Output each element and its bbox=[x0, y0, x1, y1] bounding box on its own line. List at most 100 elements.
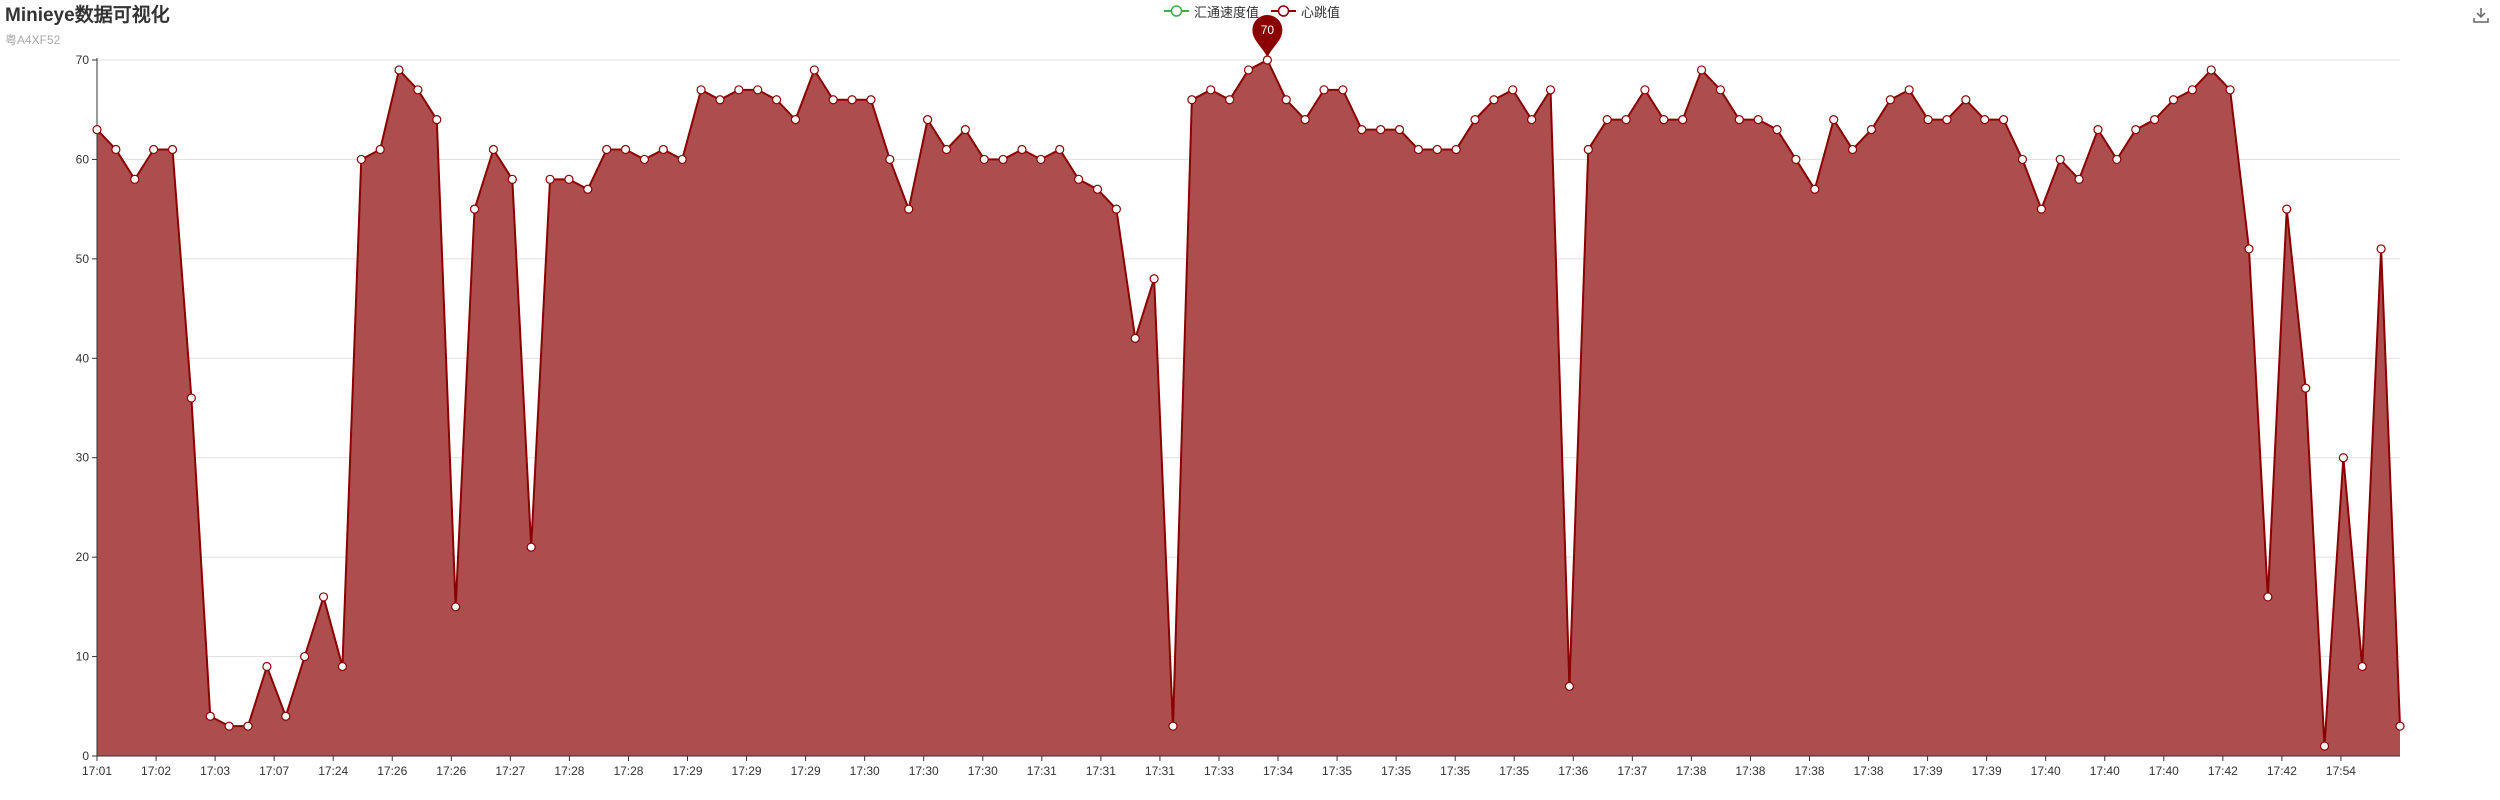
legend-item-speed[interactable]: 汇通速度值 bbox=[1164, 2, 1259, 21]
heart-data-point bbox=[262, 661, 272, 672]
x-tick-label: 17:29 bbox=[791, 764, 821, 778]
x-tick-label: 17:38 bbox=[1794, 764, 1824, 778]
y-tick-label: 20 bbox=[76, 550, 90, 564]
heart-data-point bbox=[1961, 95, 1971, 105]
x-tick-label: 17:07 bbox=[259, 764, 289, 778]
x-tick-label: 17:54 bbox=[2326, 764, 2356, 778]
heart-data-point bbox=[1243, 65, 1254, 75]
heart-data-point bbox=[1168, 721, 1178, 731]
x-tick-label: 17:28 bbox=[554, 764, 584, 778]
x-tick-label: 17:40 bbox=[2149, 764, 2179, 778]
x-tick-label: 17:31 bbox=[1145, 764, 1175, 778]
heart-data-point bbox=[2263, 592, 2273, 602]
heart-data-point bbox=[2244, 244, 2254, 254]
heart-data-point bbox=[2131, 125, 2141, 135]
heart-data-point bbox=[507, 174, 517, 184]
x-tick-label: 17:38 bbox=[1676, 764, 1706, 778]
heart-data-point bbox=[130, 174, 140, 184]
heart-data-point bbox=[2112, 154, 2122, 165]
heart-data-point bbox=[2301, 383, 2311, 393]
heart-data-point bbox=[1225, 95, 1235, 105]
heart-data-point bbox=[2036, 204, 2046, 214]
x-tick-label: 17:40 bbox=[2031, 764, 2061, 778]
heart-data-point bbox=[2338, 453, 2348, 463]
x-tick-label: 17:31 bbox=[1086, 764, 1116, 778]
heart-data-point bbox=[1187, 95, 1197, 105]
heart-data-point bbox=[1791, 154, 1801, 165]
x-tick-label: 17:36 bbox=[1558, 764, 1588, 778]
heart-data-point bbox=[1885, 95, 1895, 105]
heart-data-point bbox=[1810, 184, 1820, 194]
heart-data-point bbox=[904, 204, 914, 214]
heart-data-point bbox=[2149, 115, 2160, 125]
heart-data-point bbox=[583, 184, 593, 194]
heart-data-point bbox=[1696, 65, 1707, 75]
heart-data-point bbox=[2055, 154, 2065, 165]
heart-data-point bbox=[111, 144, 121, 155]
heart-data-point bbox=[1545, 85, 1556, 95]
heart-data-point bbox=[1998, 115, 2009, 125]
y-tick-label: 40 bbox=[76, 351, 90, 365]
heart-data-point bbox=[1451, 144, 1461, 155]
x-tick-label: 17:38 bbox=[1735, 764, 1765, 778]
heart-data-point bbox=[885, 154, 895, 165]
heart-data-point bbox=[1470, 115, 1480, 125]
x-tick-label: 17:39 bbox=[1972, 764, 2002, 778]
x-tick-label: 17:27 bbox=[495, 764, 525, 778]
heart-data-point bbox=[960, 125, 970, 135]
heart-data-point bbox=[243, 721, 253, 731]
heart-data-point bbox=[545, 174, 555, 184]
x-tick-label: 17:26 bbox=[436, 764, 466, 778]
legend-label-speed: 汇通速度值 bbox=[1194, 4, 1260, 20]
heart-data-point bbox=[2187, 85, 2197, 95]
heart-data-point bbox=[771, 95, 782, 105]
x-tick-label: 17:34 bbox=[1263, 764, 1293, 778]
y-tick-label: 60 bbox=[76, 152, 90, 166]
x-tick-label: 17:26 bbox=[377, 764, 407, 778]
heart-data-point bbox=[790, 115, 801, 125]
heart-data-point bbox=[1678, 115, 1688, 125]
heart-data-point bbox=[337, 661, 348, 672]
heart-data-point bbox=[1055, 144, 1065, 155]
heart-data-point bbox=[1262, 55, 1272, 65]
heart-data-point bbox=[149, 144, 159, 155]
x-tick-label: 17:30 bbox=[968, 764, 998, 778]
legend-item-heart[interactable]: 心跳值 bbox=[1271, 2, 1340, 21]
x-tick-label: 17:29 bbox=[732, 764, 762, 778]
heart-data-point bbox=[1659, 115, 1669, 125]
legend-line-circle-icon-heart bbox=[1271, 5, 1297, 17]
heart-data-point bbox=[1980, 115, 1990, 125]
heart-data-point bbox=[1489, 95, 1499, 105]
heart-data-point bbox=[1432, 144, 1442, 155]
chart-subtitle: 粤A4XF52 bbox=[5, 33, 61, 47]
x-tick-label: 17:42 bbox=[2208, 764, 2238, 778]
y-tick-label: 50 bbox=[76, 252, 90, 266]
heart-data-point bbox=[715, 95, 725, 105]
x-tick-label: 17:01 bbox=[82, 764, 112, 778]
heart-data-point bbox=[394, 65, 404, 75]
heart-data-point bbox=[1772, 125, 1782, 135]
heart-data-point bbox=[1715, 85, 1726, 95]
x-tick-label: 17:40 bbox=[2090, 764, 2120, 778]
heart-data-point bbox=[753, 85, 763, 95]
heart-data-point bbox=[1753, 115, 1763, 125]
legend: 汇通速度值 心跳值 bbox=[1164, 2, 1352, 20]
x-tick-label: 17:30 bbox=[850, 764, 880, 778]
heart-data-point bbox=[2093, 125, 2103, 135]
heart-data-point bbox=[620, 144, 631, 155]
x-tick-label: 17:03 bbox=[200, 764, 230, 778]
heart-data-point bbox=[734, 85, 744, 95]
heart-data-point bbox=[1394, 125, 1405, 135]
x-tick-label: 17:38 bbox=[1854, 764, 1884, 778]
heart-data-point bbox=[828, 95, 838, 105]
heart-area bbox=[97, 60, 2400, 756]
heart-data-point bbox=[1074, 174, 1084, 184]
x-tick-label: 17:35 bbox=[1381, 764, 1411, 778]
heart-data-point bbox=[2376, 244, 2386, 254]
heart-data-point bbox=[639, 154, 650, 165]
chart-title: Minieye数据可视化 bbox=[5, 5, 170, 26]
heart-data-point bbox=[847, 95, 857, 105]
x-tick-label: 17:42 bbox=[2267, 764, 2297, 778]
download-icon[interactable] bbox=[2472, 6, 2490, 24]
heart-data-point bbox=[809, 65, 819, 75]
